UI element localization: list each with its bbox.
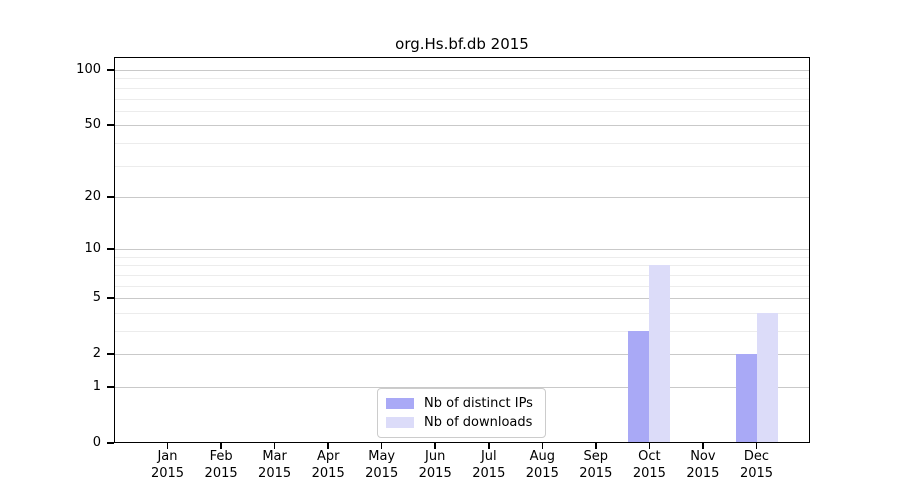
y-tick — [107, 297, 114, 299]
y-tick-label: 5 — [92, 290, 101, 306]
gridline-minor — [115, 312, 809, 314]
x-tick — [541, 443, 544, 449]
y-tick-label: 100 — [76, 62, 101, 77]
x-tick-label: Sep 2015 — [579, 449, 613, 481]
y-tick — [107, 196, 114, 198]
x-tick-label: Aug 2015 — [525, 449, 559, 481]
bar-distinct-ips — [735, 354, 757, 443]
y-tick-label: 50 — [84, 117, 101, 133]
x-tick — [702, 443, 704, 449]
plot-frame — [114, 57, 810, 443]
x-tick-label: Jul 2015 — [472, 449, 506, 481]
gridline-major — [115, 298, 809, 300]
y-tick-label: 10 — [84, 241, 101, 257]
x-tick-label: Nov 2015 — [686, 449, 720, 481]
x-tick — [220, 443, 222, 449]
y-tick — [107, 69, 114, 71]
x-tick-label: May 2015 — [365, 449, 399, 481]
gridline-minor — [115, 285, 809, 287]
legend: Nb of distinct IPs Nb of downloads — [377, 388, 546, 438]
x-tick-label: Dec 2015 — [739, 449, 774, 481]
legend-label-downloads: Nb of downloads — [424, 415, 533, 430]
gridline-minor — [115, 110, 809, 112]
y-tick-label: 20 — [84, 188, 101, 204]
x-tick — [434, 443, 436, 449]
x-tick-label: Mar 2015 — [258, 449, 292, 481]
gridline-major — [115, 70, 809, 71]
x-tick — [595, 443, 597, 449]
y-tick-label: 2 — [92, 346, 101, 362]
bar-downloads — [756, 312, 778, 443]
gridline-major — [115, 354, 809, 356]
legend-swatch-distinct-ips — [386, 398, 414, 409]
gridline-minor — [115, 274, 809, 276]
legend-item-downloads: Nb of downloads — [386, 415, 545, 430]
x-tick — [273, 443, 276, 449]
x-tick — [488, 443, 490, 449]
x-tick — [327, 443, 329, 449]
legend-swatch-downloads — [386, 417, 414, 428]
x-tick-label: Jan 2015 — [150, 449, 185, 481]
x-tick — [166, 443, 169, 449]
y-tick — [107, 124, 114, 126]
x-tick-label: Oct 2015 — [632, 449, 666, 481]
x-tick — [755, 443, 758, 449]
gridline-major — [115, 249, 809, 251]
gridline-minor — [115, 87, 809, 89]
gridline-minor — [115, 165, 809, 167]
y-tick-label: 1 — [92, 379, 101, 394]
gridline-major — [115, 196, 809, 198]
x-tick — [648, 443, 651, 449]
gridline-major — [115, 125, 809, 127]
x-tick-label: Jun 2015 — [418, 449, 452, 481]
bar-downloads — [649, 265, 671, 443]
legend-item-distinct-ips: Nb of distinct IPs — [386, 396, 545, 411]
gridline-minor — [115, 78, 809, 80]
x-tick — [380, 443, 383, 449]
legend-label-distinct-ips: Nb of distinct IPs — [424, 396, 533, 411]
x-tick-label: Feb 2015 — [204, 449, 238, 481]
bar-distinct-ips — [628, 331, 650, 443]
y-tick — [107, 248, 114, 250]
y-tick-label: 0 — [92, 435, 101, 450]
y-tick — [107, 442, 114, 444]
chart-title: org.Hs.bf.db 2015 — [395, 35, 529, 53]
gridline-minor — [115, 256, 809, 258]
gridline-minor — [115, 331, 809, 332]
x-tick-label: Apr 2015 — [311, 449, 345, 481]
gridline-minor — [115, 265, 809, 267]
y-tick — [107, 386, 114, 388]
y-tick — [107, 353, 114, 355]
gridline-minor — [115, 98, 809, 100]
gridline-minor — [115, 142, 809, 144]
